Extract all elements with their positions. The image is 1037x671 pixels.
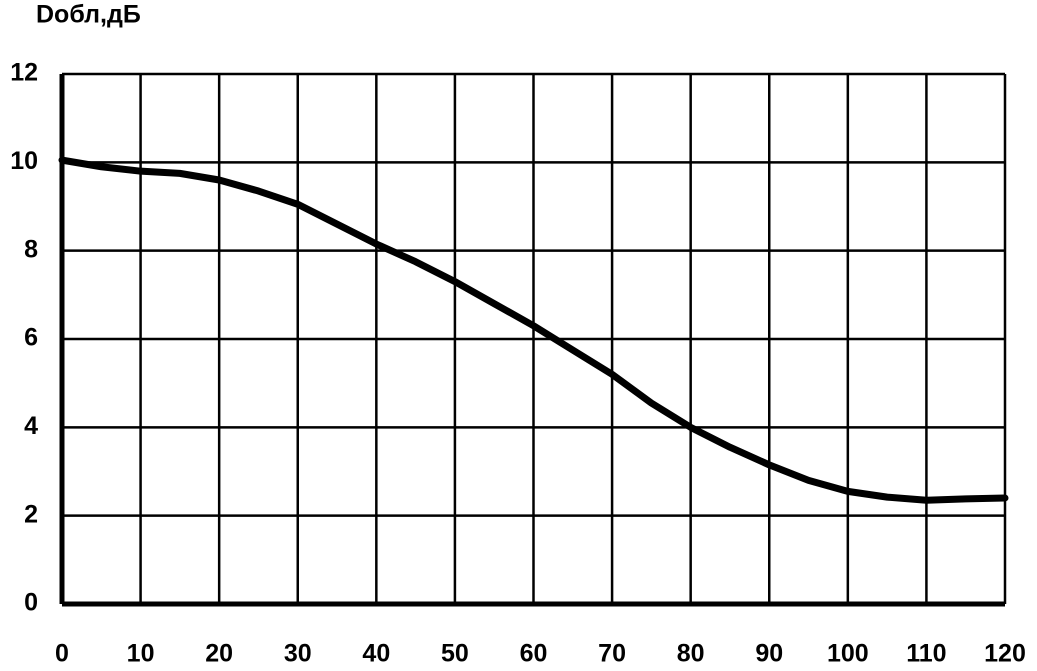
x-tick-label: 10 (127, 640, 155, 668)
y-tick-label: 8 (24, 235, 38, 263)
y-tick-label: 6 (24, 324, 38, 352)
y-axis-label: Dобл,дБ (36, 1, 141, 29)
y-tick-label: 2 (24, 500, 38, 528)
x-tick-label: 0 (55, 640, 69, 668)
x-tick-label: 30 (284, 640, 312, 668)
y-tick-label: 4 (24, 412, 38, 440)
x-tick-label: 20 (205, 640, 233, 668)
x-tick-label: 60 (520, 640, 548, 668)
x-tick-label: 80 (677, 640, 705, 668)
x-tick-label: 100 (827, 640, 869, 668)
x-tick-label: 40 (362, 640, 390, 668)
y-tick-label: 0 (24, 589, 38, 617)
data-line (58, 156, 1009, 504)
x-tick-label: 70 (598, 640, 626, 668)
x-tick-label: 110 (906, 640, 946, 668)
y-tick-label: 10 (10, 147, 38, 175)
x-tick-label: 90 (755, 640, 783, 668)
y-tick-label: 12 (10, 59, 38, 87)
x-tick-label: 120 (984, 640, 1026, 668)
x-tick-label: 50 (441, 640, 469, 668)
